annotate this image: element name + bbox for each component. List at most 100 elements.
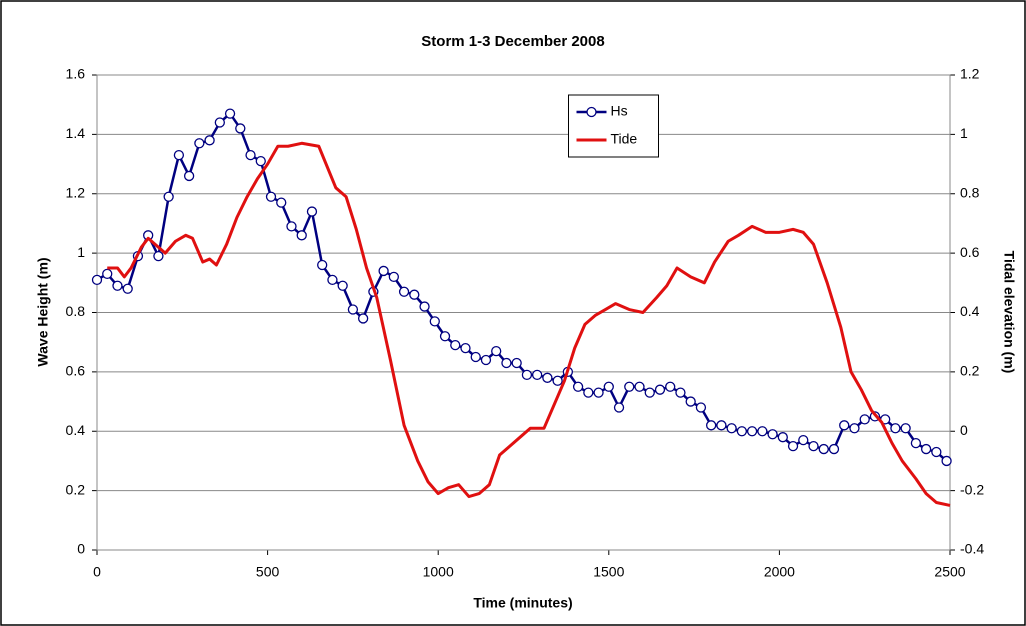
point-marker — [777, 432, 788, 443]
point-marker — [194, 138, 205, 149]
point-marker — [327, 274, 338, 285]
y2-tick-label: 0.6 — [960, 244, 980, 260]
point-marker — [654, 384, 666, 395]
point-marker — [235, 123, 246, 134]
y-tick-label: 1.2 — [66, 184, 86, 200]
plot-border — [96, 74, 951, 551]
y2-axis-title: Tidal elevation (m) — [1001, 251, 1017, 374]
point-marker — [429, 316, 440, 327]
point-marker — [767, 429, 778, 440]
point-marker — [306, 206, 318, 217]
y2-tick-label: 0.4 — [960, 303, 980, 319]
legend-label: Tide — [611, 131, 638, 147]
point-marker — [798, 435, 809, 446]
point-marker — [286, 221, 297, 232]
legend-box — [568, 94, 659, 158]
point-marker — [542, 372, 553, 383]
point-marker — [757, 426, 768, 437]
series-line — [107, 141, 951, 507]
point-marker — [460, 342, 471, 354]
point-marker — [531, 369, 543, 380]
point-marker — [163, 191, 174, 202]
y2-tick-label: 0.2 — [960, 363, 980, 379]
point-marker — [419, 301, 430, 312]
point-marker — [480, 354, 492, 366]
point-marker — [398, 286, 410, 297]
point-marker — [470, 351, 481, 363]
point-marker — [746, 426, 758, 437]
point-marker — [736, 426, 748, 437]
point-marker — [665, 381, 676, 392]
x-tick-label: 0 — [93, 564, 101, 580]
y-tick-label: 0.6 — [66, 363, 86, 379]
point-marker — [839, 420, 850, 431]
x-tick-label: 1000 — [423, 564, 454, 580]
point-marker — [624, 381, 635, 392]
point-marker — [941, 455, 952, 467]
x-tick-label: 2000 — [764, 564, 795, 580]
point-marker — [583, 387, 594, 398]
point-marker — [122, 283, 133, 294]
point-marker — [439, 331, 451, 342]
y-tick-label: 1 — [77, 244, 85, 260]
point-marker — [276, 197, 287, 208]
point-marker — [347, 304, 359, 315]
y2-tick-label: -0.2 — [960, 481, 984, 497]
x-tick-label: 500 — [256, 564, 280, 580]
point-marker — [685, 396, 696, 407]
point-marker — [787, 440, 799, 452]
point-marker — [695, 402, 707, 413]
point-marker — [552, 375, 563, 386]
point-marker — [910, 437, 922, 449]
point-marker — [716, 420, 727, 431]
y-axis-title: Wave Height (m) — [35, 257, 51, 366]
point-marker — [491, 345, 502, 357]
point-marker — [409, 289, 420, 300]
point-marker — [112, 280, 123, 291]
point-marker — [859, 414, 870, 425]
point-marker — [224, 108, 236, 119]
point-marker — [296, 230, 307, 241]
point-marker — [265, 191, 277, 202]
y2-tick-label: -0.4 — [960, 541, 984, 557]
point-marker — [102, 268, 113, 280]
point-marker — [593, 387, 604, 398]
point-marker — [91, 274, 103, 285]
legend-label: Hs — [611, 103, 628, 119]
y-tick-label: 0 — [77, 541, 85, 557]
point-marker — [521, 369, 533, 380]
point-marker — [245, 150, 256, 161]
x-tick-label: 2500 — [934, 564, 965, 580]
point-marker — [173, 150, 185, 161]
y2-tick-label: 1 — [960, 125, 968, 141]
point-marker — [204, 135, 215, 146]
point-marker — [613, 402, 625, 413]
point-marker — [255, 155, 266, 167]
y2-tick-label: 1.2 — [960, 66, 980, 82]
point-marker — [634, 381, 645, 392]
point-marker — [337, 280, 348, 291]
point-marker — [317, 259, 328, 271]
point-marker — [808, 440, 819, 452]
point-marker — [920, 443, 932, 455]
y-tick-label: 0.2 — [66, 481, 86, 497]
x-tick-label: 1500 — [593, 564, 624, 580]
point-marker — [706, 420, 717, 431]
y-tick-label: 0.4 — [66, 422, 86, 438]
point-marker — [900, 423, 911, 434]
point-marker — [511, 357, 522, 369]
point-marker — [378, 265, 389, 277]
point-marker — [603, 381, 614, 392]
point-marker — [450, 340, 461, 351]
point-marker — [931, 446, 942, 458]
point-marker — [388, 271, 399, 283]
x-axis-title: Time (minutes) — [473, 595, 572, 611]
y2-tick-label: 0 — [960, 422, 968, 438]
point-marker — [501, 357, 512, 369]
point-marker — [153, 250, 164, 262]
point-marker — [726, 423, 737, 434]
y-tick-label: 0.8 — [66, 303, 86, 319]
point-marker — [890, 423, 901, 434]
point-marker — [357, 313, 369, 324]
